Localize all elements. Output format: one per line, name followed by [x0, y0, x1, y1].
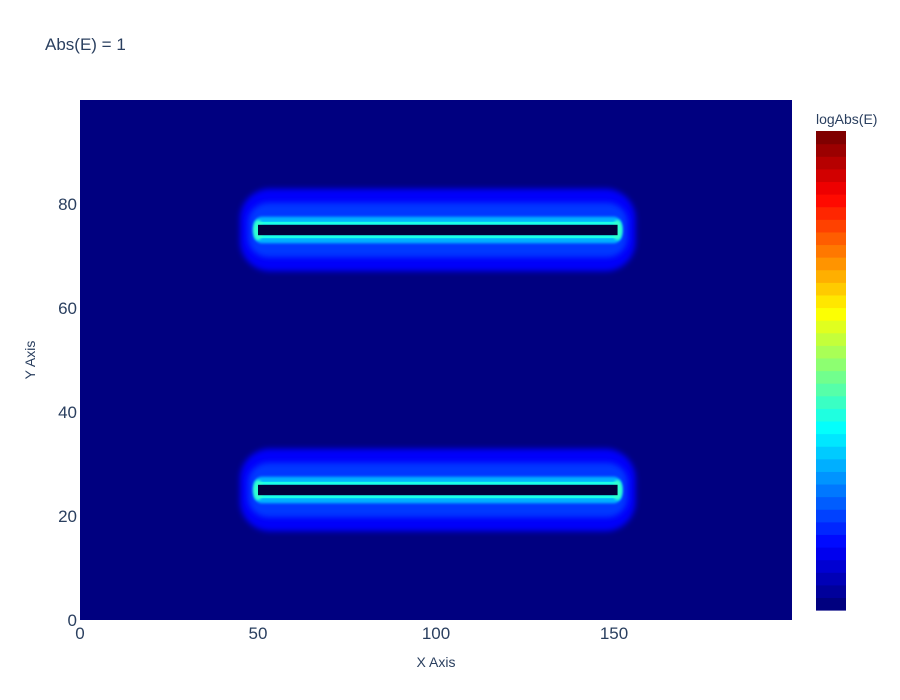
colorbar-segment	[816, 458, 846, 472]
x-axis-title: X Axis	[417, 654, 456, 670]
colorbar-segment	[816, 219, 846, 233]
heatmap-background	[80, 100, 792, 620]
colorbar-segment	[816, 269, 846, 283]
colorbar-segment	[816, 383, 846, 397]
colorbar-segment	[816, 206, 846, 220]
colorbar-title: logAbs(E)	[816, 111, 877, 127]
y-axis-title: Y Axis	[22, 341, 38, 380]
band-edge-bottom	[258, 495, 618, 499]
colorbar-segment	[816, 181, 846, 195]
colorbar-segment	[816, 471, 846, 485]
colorbar-segment	[816, 231, 846, 246]
colorbar-segment	[816, 572, 846, 586]
colorbar-segment	[816, 408, 846, 422]
colorbar-segment	[816, 357, 846, 372]
colorbar-segment	[816, 370, 846, 384]
colorbar-segment	[816, 521, 846, 535]
band-edge-top	[258, 221, 618, 225]
x-tick-label: 50	[249, 624, 268, 643]
colorbar-segment	[816, 257, 846, 271]
colorbar-segment	[816, 294, 846, 309]
colorbar-segment	[816, 307, 846, 321]
colorbar	[816, 131, 846, 611]
y-tick-label: 40	[58, 403, 77, 422]
colorbar-segment	[816, 282, 846, 296]
colorbar-segment	[816, 584, 846, 598]
colorbar-segment	[816, 509, 846, 523]
colorbar-segment	[816, 446, 846, 460]
colorbar-segment	[816, 534, 846, 548]
y-tick-label: 0	[68, 611, 77, 630]
chart-title: Abs(E) = 1	[45, 35, 126, 54]
colorbar-segment	[816, 546, 846, 561]
colorbar-segment	[816, 194, 846, 208]
y-axis: 0 20 40 60 80	[58, 195, 77, 630]
colorbar-segment	[816, 156, 846, 170]
colorbar-segment	[816, 244, 846, 258]
colorbar-segment	[816, 131, 846, 145]
y-tick-label: 20	[58, 507, 77, 526]
heatmap-band-2	[240, 448, 636, 532]
x-axis: 0 50 100 150	[75, 624, 628, 643]
y-tick-label: 80	[58, 195, 77, 214]
colorbar-segment	[816, 345, 846, 359]
band-edge-bottom	[258, 235, 618, 239]
heatmap-band-1	[240, 188, 636, 272]
colorbar-segment	[816, 483, 846, 498]
x-tick-label: 100	[422, 624, 450, 643]
colorbar-segment	[816, 496, 846, 510]
colorbar-segment	[816, 559, 846, 573]
colorbar-segment	[816, 395, 846, 409]
colorbar-segment	[816, 420, 846, 435]
band-core	[258, 484, 618, 496]
x-tick-label: 150	[600, 624, 628, 643]
y-tick-label: 60	[58, 299, 77, 318]
band-core	[258, 224, 618, 236]
colorbar-segment	[816, 320, 846, 334]
colorbar-segment	[816, 433, 846, 447]
x-tick-label: 0	[75, 624, 84, 643]
band-edge-top	[258, 481, 618, 485]
colorbar-segment	[816, 597, 846, 611]
heatmap-features	[240, 188, 636, 532]
colorbar-segment	[816, 143, 846, 157]
colorbar-segment	[816, 332, 846, 346]
colorbar-segment	[816, 168, 846, 183]
